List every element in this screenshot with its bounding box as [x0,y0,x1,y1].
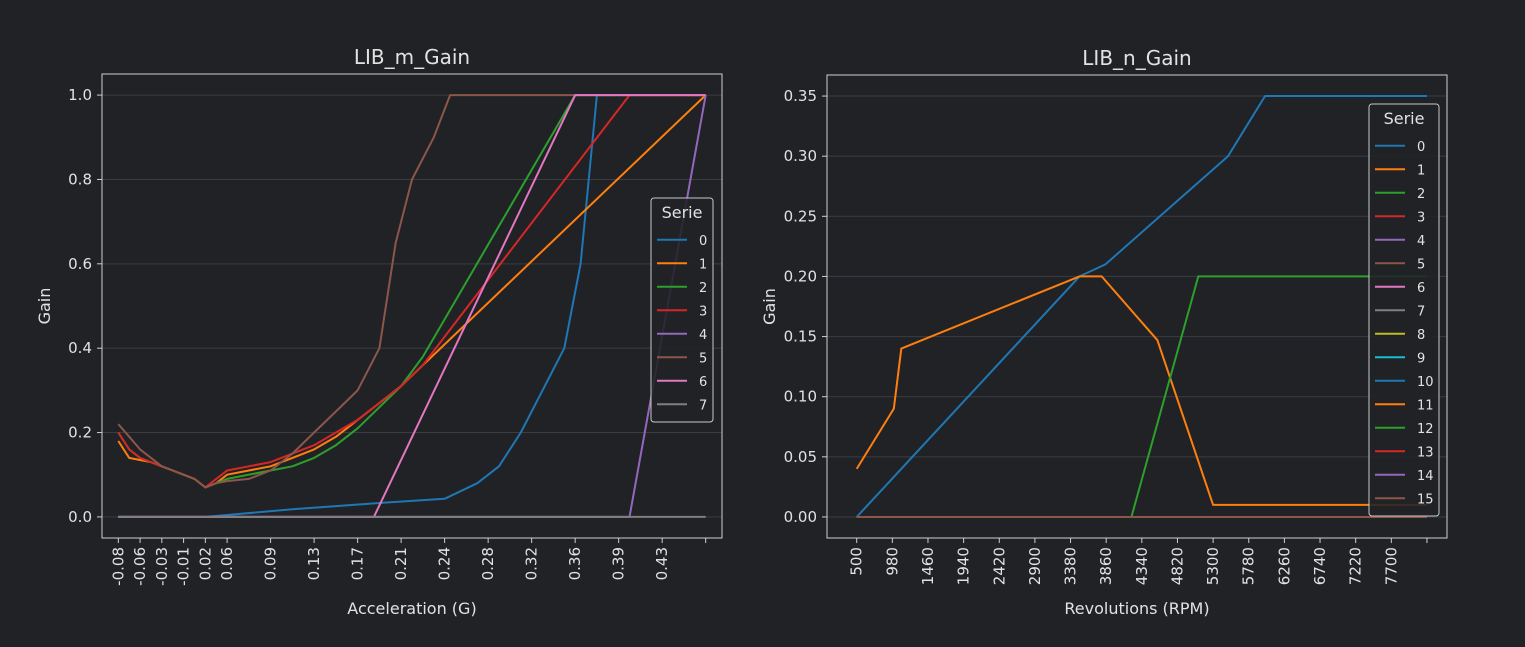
y-tick-label: 0.25 [784,207,817,225]
x-tick-label: 0.17 [349,547,367,580]
chart-lib-n-gain: LIB_n_Gain 0.00 0.05 0.10 0.15 0.20 0.25 0.30 0.… [760,46,1448,618]
y-tick-label: 0.05 [784,448,817,466]
y-tick-label: 0.15 [784,328,817,346]
x-axis-label: Revolutions (RPM) [1064,599,1209,618]
legend-label: 15 [1417,492,1434,507]
x-tick-label: 4340 [1133,547,1151,585]
x-tick-label: -0.06 [131,547,149,586]
legend-label: 5 [1417,257,1425,272]
x-tick-label: 2900 [1026,547,1044,585]
x-tick-label: 1940 [955,547,973,585]
y-axis-label: Gain [35,288,54,325]
y-tick-label: 0.2 [68,424,92,442]
legend-label: 1 [699,257,707,272]
legend-label: 0 [699,234,707,249]
legend-label: 2 [699,281,707,296]
x-tick-label: 0.09 [262,547,280,580]
x-tick-label: 980 [883,547,901,576]
y-tick-label: 0.00 [784,508,817,526]
x-tick-label: 6260 [1275,547,1293,585]
legend-label: 3 [699,304,707,319]
x-tick-label: 500 [848,547,866,576]
legend-label: 11 [1417,398,1434,413]
x-tick-label: 0.24 [436,547,454,580]
x-tick-label: 0.28 [479,547,497,580]
x-axis-label: Acceleration (G) [347,599,476,618]
series-line-2 [117,94,706,489]
y-tick-label: 0.8 [68,170,92,188]
legend-label: 13 [1417,445,1434,460]
legend-label: 1 [1417,163,1425,178]
legend-label: 6 [1417,281,1425,296]
series-line-1 [117,94,707,489]
x-tick-label: 3860 [1097,547,1115,585]
x-tick-label: 0.43 [653,547,671,580]
chart-title: LIB_m_Gain [354,45,470,69]
legend: Serie 0 1 2 3 4 5 6 7 [650,197,714,423]
legend-label: 0 [1417,140,1425,155]
series-group [855,95,1427,518]
legend-label: 3 [1417,210,1425,225]
x-tick-label: 0.21 [392,547,410,580]
legend-label: 5 [699,351,707,366]
series-line-4 [118,94,707,518]
legend-label: 8 [1417,328,1425,343]
x-tick-label: 3380 [1062,547,1080,585]
plot-frame [826,74,1448,539]
y-tick-label: 0.6 [68,255,92,273]
legend-label: 4 [1417,234,1425,249]
legend-title: Serie [1384,109,1425,128]
legend-label: 14 [1417,469,1434,484]
x-tick-label: 0.02 [196,547,214,580]
series-line-5 [117,94,706,489]
y-tick-label: 0.10 [784,388,817,406]
legend-label: 12 [1417,422,1434,437]
y-tick-label: 1.0 [68,86,92,104]
series-line-6 [118,94,706,518]
x-tick-label: 0.39 [610,547,628,580]
plot-frame [101,73,723,539]
y-tick-label: 0.20 [784,267,817,285]
x-tick-label: 4820 [1168,547,1186,585]
x-tick-label: 0.13 [305,547,323,580]
series-line-3 [117,94,706,489]
x-tick-label: 0.06 [218,547,236,580]
legend-label: 2 [1417,187,1425,202]
x-tick-label: -0.08 [109,547,127,586]
x-tick-label: 6740 [1311,547,1329,585]
legend-label: 9 [1417,351,1425,366]
x-tick-label: 0.36 [566,547,584,580]
legend-title: Serie [662,203,703,222]
series-line-11 [855,275,1427,506]
legend-label: 7 [699,398,707,413]
legend-label: 10 [1417,375,1434,390]
legend-label: 6 [699,375,707,390]
x-tick-label: 2420 [990,547,1008,585]
x-tick-label: 1460 [919,547,937,585]
series-line-0 [118,94,706,518]
legend-label: 4 [699,328,707,343]
x-tick-label: 5300 [1204,547,1222,585]
x-tick-label: 7700 [1382,547,1400,585]
x-tick-label: 7220 [1347,547,1365,585]
x-tick-label: 0.32 [523,547,541,580]
chart-title: LIB_n_Gain [1082,46,1191,70]
x-tick-label: -0.03 [153,547,171,586]
x-tick-label: -0.01 [175,547,193,586]
series-line-10 [855,95,1427,518]
y-tick-label: 0.30 [784,147,817,165]
legend-label: 7 [1417,304,1425,319]
y-tick-label: 0.35 [784,87,817,105]
y-axis-label: Gain [760,288,779,325]
y-tick-label: 0.0 [68,508,92,526]
y-tick-label: 0.4 [68,339,92,357]
series-group [117,94,707,518]
x-tick-label: 5780 [1240,547,1258,585]
